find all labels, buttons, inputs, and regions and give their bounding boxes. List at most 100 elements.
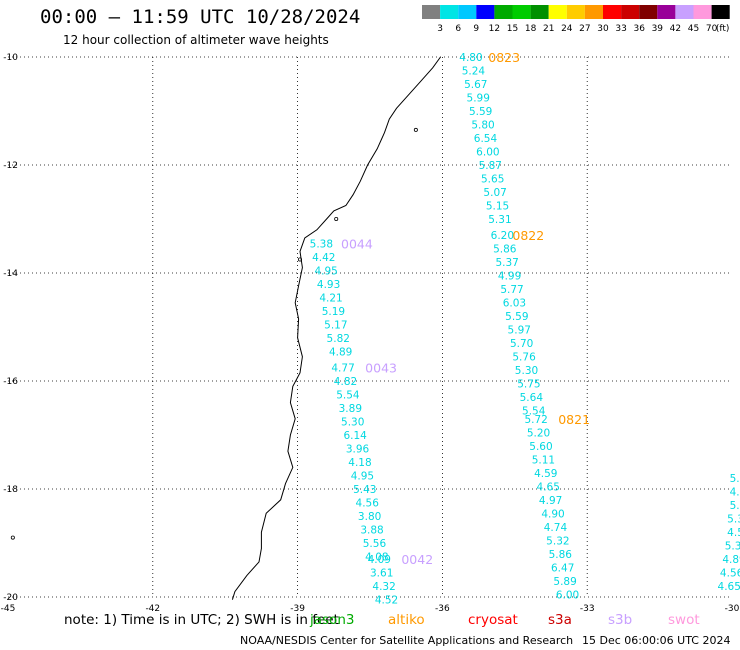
colorbar-swatch <box>621 5 640 19</box>
wave-height-value: 5.43 <box>353 484 376 496</box>
pass-id-label: 0043 <box>365 361 397 376</box>
colorbar-swatch <box>693 5 712 19</box>
wave-height-value: 4.80 <box>459 52 482 64</box>
pass-id-label: 0044 <box>341 236 373 251</box>
wave-height-value: 5.87 <box>479 160 502 172</box>
wave-height-value: 5.80 <box>471 120 494 132</box>
wave-height-value: 5.17 <box>324 319 347 331</box>
mission-cryosat: cryosat <box>468 612 518 628</box>
wave-height-value: 4.65 <box>718 581 740 593</box>
island-marker <box>334 216 339 221</box>
colorbar-label: 24 <box>561 24 573 34</box>
wave-height-value: 5.30 <box>725 541 740 553</box>
pass-id-label: 0822 <box>512 228 544 243</box>
colorbar-label: 6 <box>455 24 461 34</box>
pass-id-label: 0823 <box>488 50 520 65</box>
wave-height-value: 4.09 <box>368 554 391 566</box>
wave-height-value: 4.82 <box>334 376 357 388</box>
wave-height-value: 5.97 <box>508 325 531 337</box>
wave-height-value: 4.89 <box>329 346 352 358</box>
coastline <box>231 56 441 600</box>
pass-track: 4.80 5.245.67 5.995.59 5.806.54 6.005.87 5.65… <box>459 50 520 226</box>
mission-jason3: jason3 <box>310 612 355 628</box>
wave-height-value: 5.32 <box>546 535 569 547</box>
wave-height-value: 5.30 <box>341 417 364 429</box>
wave-height-value: 5.72 <box>524 414 547 426</box>
pass-track: 4.09 3.614.32 4.52 0042 <box>368 552 434 607</box>
wave-height-value: 5.59 <box>505 311 528 323</box>
colorbar-swatch <box>711 5 730 19</box>
wave-height-value: 5.30 <box>515 365 538 377</box>
footer-note: note: 1) Time is in UTC; 2) SWH is in fe… <box>64 612 339 628</box>
wave-height-value: 4.89 <box>722 554 740 566</box>
colorbar-swatch <box>458 5 477 19</box>
colorbar-swatch <box>512 5 531 19</box>
wave-height-value: 6.00 <box>476 147 499 159</box>
wave-height-value: 3.61 <box>370 568 393 580</box>
wave-height-value: 5.65 <box>481 174 504 186</box>
wave-height-value: 4.74 <box>544 522 568 534</box>
pass-track: 4.774.82 5.543.89 5.306.14 3.964.18 4.955.43… <box>331 361 397 564</box>
wave-height-value: 5.89 <box>553 576 576 588</box>
colorbar-swatch <box>675 5 694 19</box>
colorbar-label: 70 <box>706 24 718 34</box>
wave-height-value: 5.75 <box>517 379 540 391</box>
wave-height-value: 5.86 <box>549 549 573 561</box>
lat-tick-label: -12 <box>3 161 18 171</box>
wave-height-value: 4.99 <box>498 271 521 283</box>
colorbar-swatch <box>584 5 603 19</box>
pass-track: 6.20 5.865.37 4.995.77 6.035.59 5.975.70 5.76… <box>491 228 546 418</box>
colorbar-label: 30 <box>597 24 609 34</box>
wave-height-value: 4.42 <box>312 252 335 264</box>
wave-height-value: 6.20 <box>491 230 514 242</box>
wave-height-value: 4. <box>730 487 740 499</box>
colorbar-swatch <box>657 5 676 19</box>
lon-tick-label: -36 <box>435 604 450 614</box>
pass-id-label: 0821 <box>558 412 590 427</box>
wave-height-value: 5.76 <box>512 352 536 364</box>
wave-height-value: 5.54 <box>522 406 546 418</box>
wave-height-value: 3.89 <box>339 403 362 415</box>
lon-tick-label: -45 <box>1 604 16 614</box>
colorbar-swatch <box>422 5 441 19</box>
wave-height-value: 4.90 <box>541 508 564 520</box>
lon-tick-label: -30 <box>725 604 740 614</box>
wave-height-value: 5.70 <box>510 338 533 350</box>
wave-height-value: 4.95 <box>351 471 374 483</box>
colorbar-label: 18 <box>525 24 537 34</box>
colorbar-label: 39 <box>652 24 664 34</box>
colorbar-label: 9 <box>473 24 479 34</box>
wave-height-value: 4.18 <box>348 457 371 469</box>
wave-height-value: 6.14 <box>343 430 367 442</box>
island-marker <box>298 257 303 262</box>
colorbar-label: 27 <box>579 24 590 34</box>
colorbar-label: (ft) <box>716 24 730 34</box>
wave-height-value: 4.52 <box>375 595 398 607</box>
wave-height-value: 4.56 <box>356 498 380 510</box>
lat-lon-grid <box>8 56 732 598</box>
colorbar-swatch <box>603 5 622 19</box>
wave-height-value: 6.03 <box>503 298 526 310</box>
wave-height-value: 5.11 <box>532 454 555 466</box>
map-subtitle: 12 hour collection of altimeter wave hei… <box>63 33 329 47</box>
pass-track: 5.38 4.424.95 4.934.21 5.195.17 5.824.89 0044 <box>310 236 373 358</box>
wave-height-value: 4.95 <box>314 265 337 277</box>
lat-tick-label: -10 <box>3 53 18 63</box>
colorbar-swatch <box>440 5 459 19</box>
lat-tick-label: -18 <box>3 485 18 495</box>
wave-height-value: 3.88 <box>360 525 383 537</box>
colorbar-swatch <box>548 5 567 19</box>
colorbar-swatch <box>530 5 549 19</box>
wave-height-value: 6.47 <box>551 562 574 574</box>
mission-s3a: s3a <box>548 612 572 628</box>
wave-height-value: 3.80 <box>358 511 381 523</box>
lat-tick-label: -20 <box>3 593 18 603</box>
colorbar-swatch <box>494 5 513 19</box>
mission-swot: swot <box>668 612 700 628</box>
colorbar-label: 42 <box>670 24 681 34</box>
wave-height-value: 5.20 <box>527 427 550 439</box>
wave-height-value: 5.31 <box>488 214 511 226</box>
colorbar-label: 12 <box>489 24 500 34</box>
wave-height-value: 5.56 <box>363 538 387 550</box>
wave-height-value: 5.99 <box>467 93 490 105</box>
